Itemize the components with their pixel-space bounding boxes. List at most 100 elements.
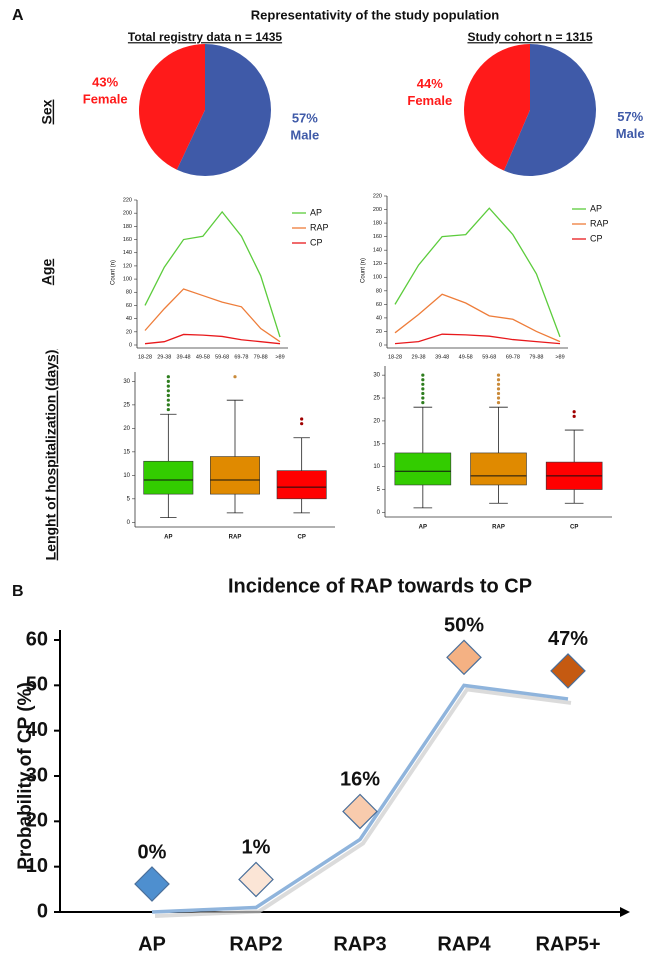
y-tick-label: 60: [26, 628, 48, 650]
x-tick-label: AP: [164, 535, 172, 541]
pie-slice: [464, 44, 530, 171]
outlier: [166, 398, 170, 402]
y-tick-label: 140: [373, 248, 382, 254]
y-axis-label: Count (n): [361, 258, 367, 283]
outlier: [300, 422, 304, 426]
x-tick-label: 69-78: [234, 354, 248, 360]
y-tick-label: 80: [376, 288, 382, 294]
outlier: [496, 387, 501, 391]
pie-category-label: Female: [407, 93, 452, 108]
x-tick-label: >89: [275, 354, 284, 360]
pie-category-label: Female: [83, 91, 128, 106]
pie-slice: [138, 44, 205, 170]
outlier: [421, 391, 425, 396]
x-tick-label: 69-78: [506, 354, 520, 360]
series-line-shadow: [154, 687, 572, 918]
value-label: 0%: [138, 841, 167, 863]
marker: [134, 866, 170, 902]
y-tick-label: 10: [26, 855, 48, 877]
x-tick-label: 79-88: [254, 354, 268, 360]
x-tick-label: RAP5+: [535, 933, 600, 955]
x-tick-label: AP: [419, 525, 427, 531]
x-tick-label: 59-68: [482, 354, 496, 360]
outlier: [421, 382, 425, 386]
x-tick-label: 29-38: [157, 354, 171, 360]
y-tick-label: 220: [123, 197, 132, 203]
pie-category-label: Male: [290, 127, 319, 142]
y-tick-label: 0: [377, 510, 381, 516]
y-tick-label: 20: [123, 426, 130, 432]
box: [470, 452, 527, 486]
box: [143, 460, 194, 495]
value-label: 1%: [242, 837, 271, 859]
pie-subtitle: Total registry data n = 1435: [128, 30, 282, 44]
y-tick-label: 30: [373, 373, 380, 379]
panel-label: A: [12, 7, 24, 24]
y-tick-label: 25: [373, 396, 380, 402]
y-tick-label: 0: [37, 900, 48, 922]
y-tick-label: 10: [123, 473, 130, 479]
y-tick-label: 50: [26, 674, 48, 696]
y-tick-label: 0: [379, 342, 382, 348]
x-tick-label: RAP4: [437, 933, 491, 955]
series-line: [144, 210, 281, 338]
pie-slice: [176, 44, 271, 176]
x-tick-label: 18-28: [138, 354, 152, 360]
outlier: [166, 379, 170, 383]
y-tick-label: 120: [373, 261, 382, 267]
y-tick-label: 15: [373, 441, 380, 447]
outlier: [421, 387, 425, 391]
x-tick-label: 49-58: [196, 354, 210, 360]
x-tick-label: CP: [570, 525, 578, 531]
outlier: [496, 391, 501, 396]
outlier: [496, 382, 501, 386]
x-tick-label: RAP2: [229, 933, 282, 955]
figure-title: Representativity of the study population: [251, 7, 500, 22]
legend-label: RAP: [310, 222, 329, 232]
y-tick-label: 200: [123, 211, 132, 217]
box: [394, 452, 452, 486]
outlier: [421, 378, 425, 382]
y-tick-label: 25: [123, 402, 130, 408]
outlier: [496, 373, 501, 377]
pie-value-label: 43%: [92, 74, 118, 89]
marker: [550, 653, 586, 689]
outlier: [166, 375, 170, 379]
y-tick-label: 30: [26, 764, 48, 786]
y-axis-label: Count (n): [111, 260, 117, 285]
box: [210, 456, 260, 495]
outlier: [166, 403, 170, 407]
pie-value-label: 57%: [617, 109, 643, 124]
y-tick-label: 80: [126, 290, 132, 296]
pie-category-label: Male: [616, 126, 645, 141]
x-tick-label: AP: [138, 933, 166, 955]
value-label: 47%: [548, 628, 588, 650]
y-tick-label: 20: [373, 418, 380, 424]
marker: [342, 793, 378, 830]
y-tick-label: 120: [123, 263, 132, 269]
y-tick-label: 30: [123, 379, 130, 385]
series-line: [394, 207, 561, 338]
x-tick-label: 79-88: [529, 354, 543, 360]
x-tick-label: 29-38: [412, 354, 426, 360]
y-tick-label: 140: [123, 250, 132, 256]
legend-label: RAP: [590, 218, 609, 228]
outlier: [300, 417, 304, 421]
value-label: 16%: [340, 769, 380, 791]
outlier: [233, 375, 237, 379]
y-tick-label: 40: [26, 719, 48, 741]
x-tick-label: 59-68: [215, 354, 229, 360]
legend-label: AP: [310, 207, 322, 217]
outlier: [421, 401, 425, 405]
y-tick-label: 20: [126, 329, 132, 335]
axis-arrow: [620, 907, 630, 917]
x-tick-label: RAP: [229, 535, 242, 541]
y-tick-label: 200: [373, 207, 382, 213]
pie-subtitle: Study cohort n = 1315: [467, 30, 592, 44]
panel-label: B: [12, 583, 24, 600]
outlier: [496, 396, 501, 400]
legend-label: CP: [590, 233, 603, 243]
pie-value-label: 57%: [292, 110, 318, 125]
series-line: [394, 293, 561, 343]
